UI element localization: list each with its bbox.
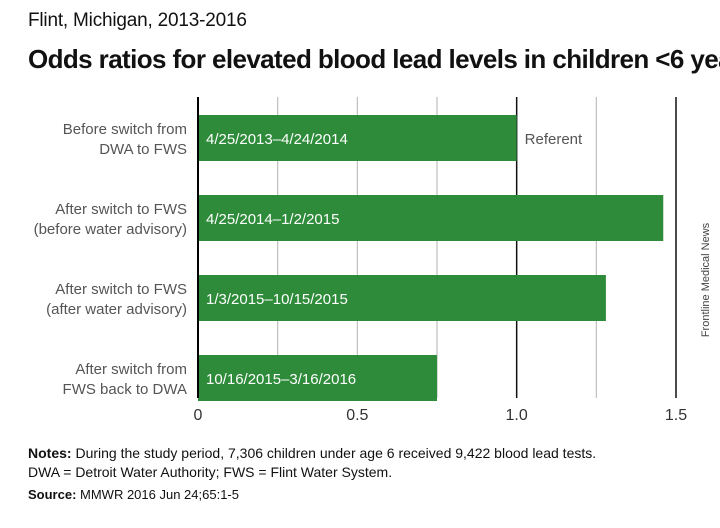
x-tick-label-0: 0: [194, 407, 203, 424]
credit-text: Frontline Medical News: [700, 222, 712, 338]
source: Source: MMWR 2016 Jun 24;65:1-5: [28, 487, 239, 502]
x-tick-label-3: 1.5: [665, 407, 687, 424]
bar-3: [198, 355, 437, 401]
chart-title: Odds ratios for elevated blood lead leve…: [28, 44, 720, 74]
notes-label: Notes:: [28, 445, 72, 461]
notes: Notes: During the study period, 7,306 ch…: [28, 444, 708, 482]
category-label-0-0: Before switch from: [63, 121, 187, 138]
category-label-1-0: After switch to FWS: [55, 201, 187, 218]
source-text: MMWR 2016 Jun 24;65:1-5: [76, 487, 239, 502]
bar-label-2: 1/3/2015–10/15/2015: [206, 291, 348, 308]
annotation-0: Referent: [525, 131, 583, 148]
notes-text: During the study period, 7,306 children …: [71, 445, 597, 461]
bar-2: [198, 275, 606, 321]
category-label-2-1: (after water advisory): [46, 301, 187, 318]
bar-0: [198, 115, 517, 161]
bar-label-1: 4/25/2014–1/2/2015: [206, 211, 339, 228]
category-label-2-0: After switch to FWS: [55, 281, 187, 298]
x-tick-label-1: 0.5: [346, 407, 368, 424]
chart-kicker: Flint, Michigan, 2013-2016: [28, 10, 247, 31]
category-label-1-1: (before water advisory): [34, 221, 187, 238]
bar-1: [198, 195, 664, 241]
bar-chart: 4/25/2013–4/24/2014 Before switch from DWA…: [34, 97, 687, 424]
notes-line-2: DWA = Detroit Water Authority; FWS = Fli…: [28, 464, 393, 480]
bar-label-3: 10/16/2015–3/16/2016: [206, 371, 356, 388]
notes-line-1: Notes: During the study period, 7,306 ch…: [28, 444, 708, 463]
category-label-0-1: DWA to FWS: [99, 141, 187, 158]
source-label: Source:: [28, 487, 77, 502]
x-tick-label-2: 1.0: [506, 407, 528, 424]
bar-label-0: 4/25/2013–4/24/2014: [206, 131, 348, 148]
category-label-3-1: FWS back to DWA: [63, 381, 187, 398]
category-label-3-0: After switch from: [75, 361, 187, 378]
